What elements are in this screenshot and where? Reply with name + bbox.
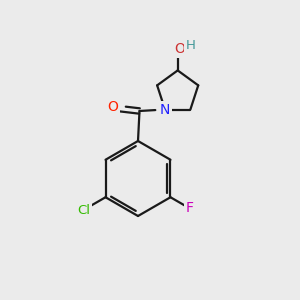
Text: Cl: Cl [77, 204, 91, 217]
Text: H: H [185, 39, 195, 52]
Text: N: N [160, 103, 170, 116]
Text: O: O [174, 42, 184, 56]
Text: O: O [107, 100, 118, 113]
Text: F: F [185, 201, 193, 215]
